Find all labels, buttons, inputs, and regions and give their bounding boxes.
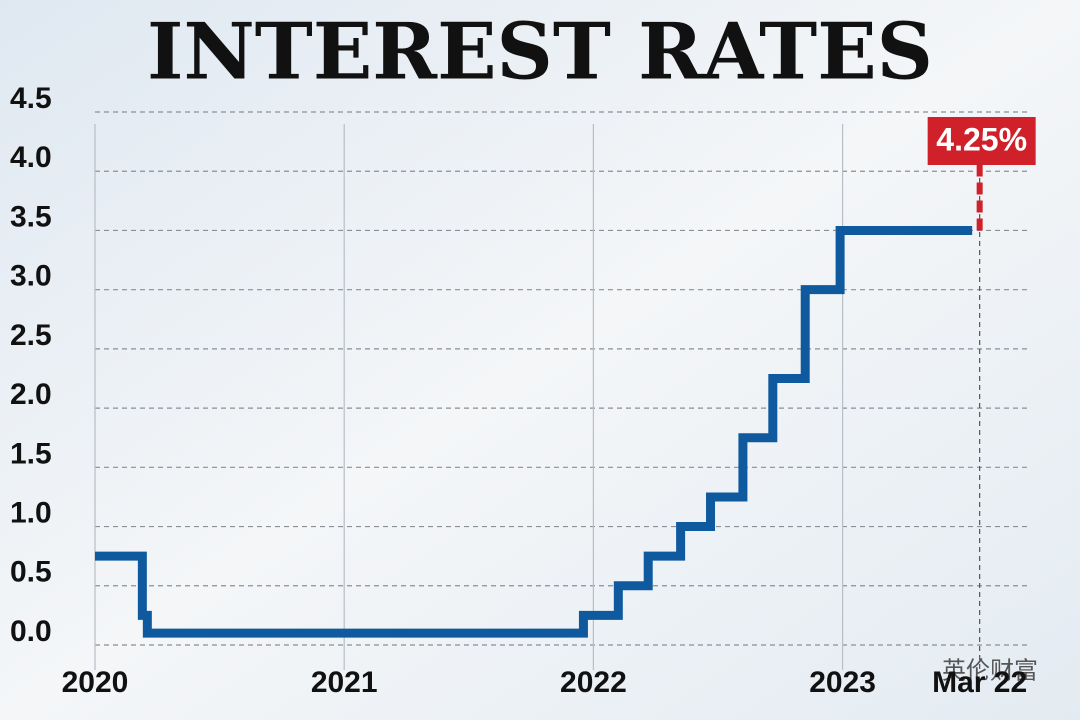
x-tick-label: 2023 (809, 666, 876, 699)
y-tick-label: 3.5 (10, 200, 52, 233)
x-tick-label: 2021 (311, 666, 378, 699)
y-tick-label: 3.0 (10, 260, 52, 293)
step-line (95, 225, 973, 638)
y-tick-label: 2.0 (10, 378, 52, 411)
target-label: 4.25% (936, 121, 1027, 157)
y-tick-label: 4.0 (10, 141, 52, 174)
chart-title: INTEREST RATES (147, 7, 933, 98)
target-label-box (927, 117, 1036, 165)
y-tick-label: 4.5 (10, 82, 52, 115)
y-tick-label: 0.5 (10, 556, 52, 589)
x-tick-label: 2022 (560, 666, 627, 699)
watermark: 英伦财富 (942, 657, 1038, 684)
x-tick-label: 2020 (62, 666, 129, 699)
y-tick-label: 1.0 (10, 496, 52, 529)
x-tick-label: Mar 22 (932, 666, 1027, 699)
y-tick-label: 1.5 (10, 437, 52, 470)
y-tick-label: 2.5 (10, 319, 52, 352)
y-tick-label: 0.0 (10, 615, 52, 648)
